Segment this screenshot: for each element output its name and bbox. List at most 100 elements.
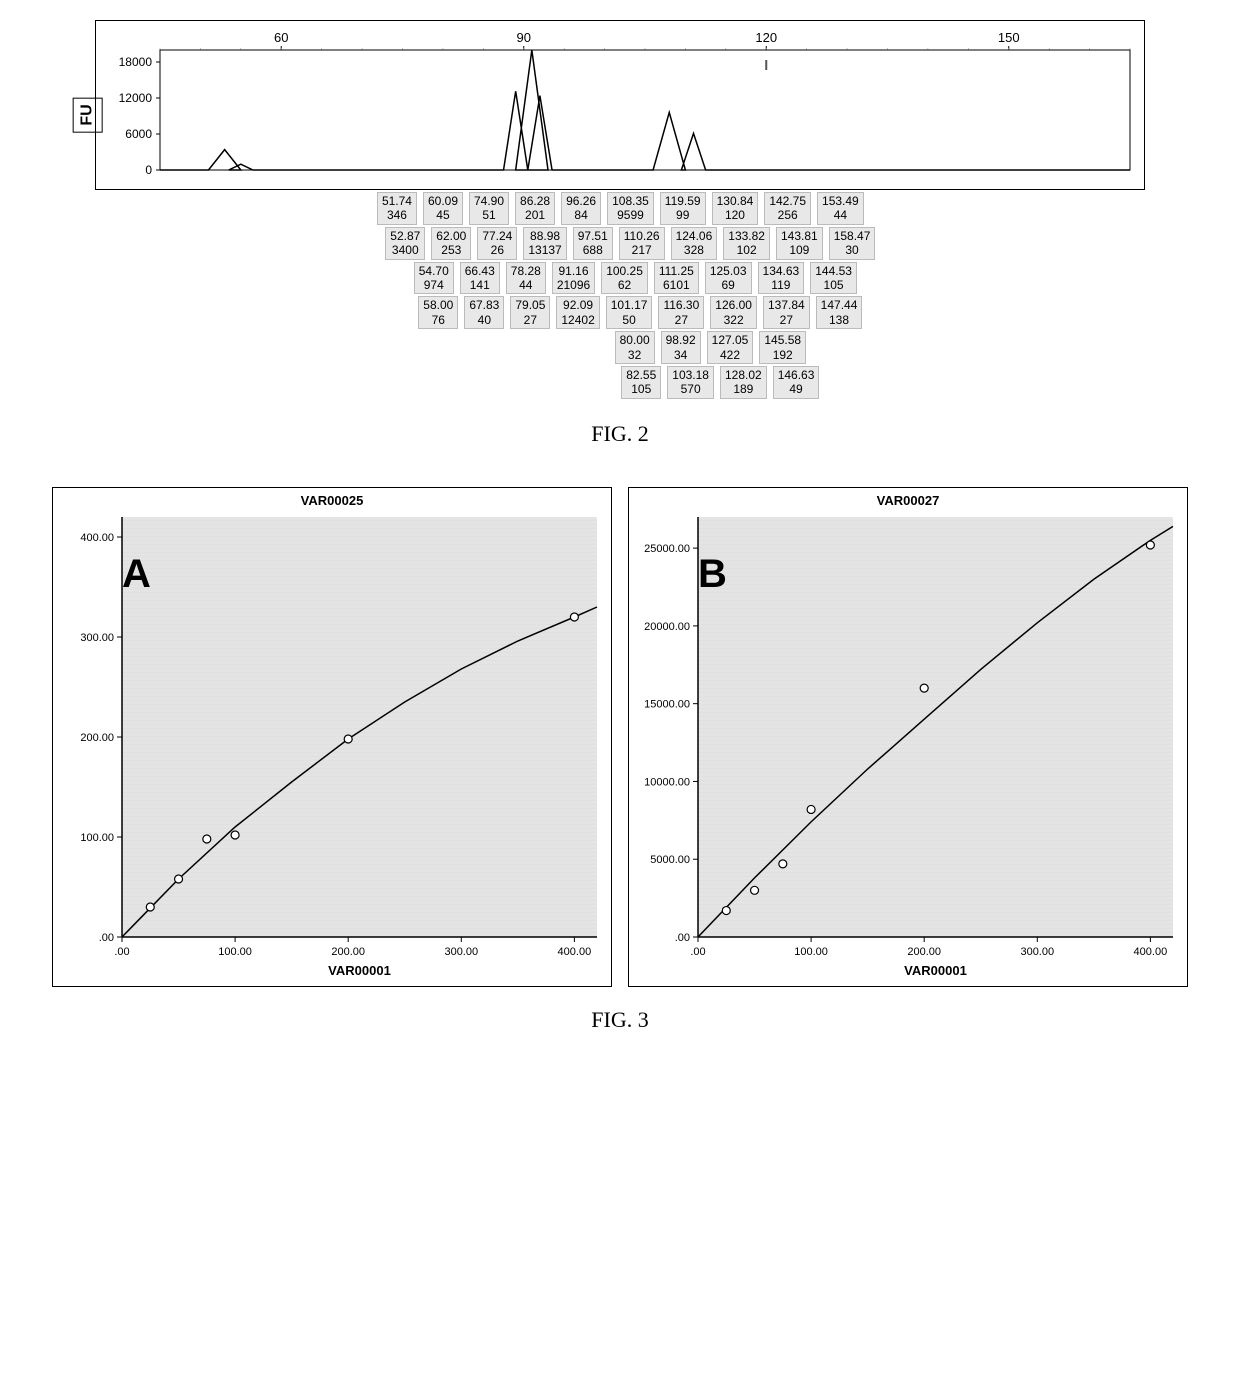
figure-2: FU 6090120150060001200018000 51.74 34660… — [20, 20, 1220, 447]
peak-label: 158.47 30 — [829, 227, 876, 260]
peak-label: 100.25 62 — [601, 262, 648, 295]
peak-label: 82.55 105 — [621, 366, 661, 399]
svg-text:60: 60 — [274, 30, 288, 45]
svg-text:300.00: 300.00 — [1020, 946, 1054, 958]
svg-text:VAR00027: VAR00027 — [877, 493, 940, 508]
svg-text:200.00: 200.00 — [907, 946, 941, 958]
peak-label: 153.49 44 — [817, 192, 864, 225]
peak-label-row: 54.70 97466.43 14178.28 4491.16 21096100… — [95, 262, 1145, 295]
electropherogram-svg: 60 90 120 150 0 6000 12000 18000 — [100, 25, 1140, 185]
scatter-panel-a: VAR00025 .00 100.00 200.00 300.00 400.00 .00 10… — [52, 487, 612, 987]
peak-label: 58.00 76 — [418, 296, 458, 329]
electropherogram-box: 60 90 120 150 0 6000 12000 18000 — [95, 20, 1145, 190]
fig2-right: 60 90 120 150 0 6000 12000 18000 51.74 34660.09… — [95, 20, 1145, 401]
svg-text:150: 150 — [998, 30, 1020, 45]
peak-label: 146.63 49 — [773, 366, 820, 399]
peak-label: 79.05 27 — [510, 296, 550, 329]
svg-text:400.00: 400.00 — [1134, 946, 1168, 958]
peak-label: 91.16 21096 — [552, 262, 595, 295]
peak-label: 125.03 69 — [705, 262, 752, 295]
svg-text:300.00: 300.00 — [444, 946, 478, 958]
peak-label: 80.00 32 — [615, 331, 655, 364]
fig3-panels: VAR00025 .00 100.00 200.00 300.00 400.00 .00 10… — [50, 487, 1190, 987]
peak-label: 88.98 13137 — [523, 227, 566, 260]
peak-label: 86.28 201 — [515, 192, 555, 225]
peak-label: 145.58 192 — [759, 331, 806, 364]
peak-label: 144.53 105 — [810, 262, 857, 295]
svg-text:.00: .00 — [114, 946, 129, 958]
peak-label: 52.87 3400 — [385, 227, 425, 260]
peak-label: 101.17 50 — [606, 296, 653, 329]
peak-label: 127.05 422 — [707, 331, 754, 364]
svg-text:100.00: 100.00 — [794, 946, 828, 958]
svg-text:25000.00: 25000.00 — [644, 543, 690, 555]
svg-text:100.00: 100.00 — [218, 946, 252, 958]
svg-text:120: 120 — [756, 30, 778, 45]
fig2-caption: FIG. 2 — [20, 421, 1220, 447]
peak-label: 133.82 102 — [723, 227, 770, 260]
svg-text:.00: .00 — [675, 932, 690, 944]
svg-text:100.00: 100.00 — [80, 832, 114, 844]
peak-label: 134.63 119 — [758, 262, 805, 295]
svg-text:400.00: 400.00 — [558, 946, 592, 958]
peak-label-row: 52.87 340062.00 25377.24 2688.98 1313797… — [95, 227, 1145, 260]
svg-text:VAR00001: VAR00001 — [904, 963, 967, 978]
peak-label-row: 51.74 34660.09 4574.90 5186.28 20196.26 … — [95, 192, 1145, 225]
peak-label: 78.28 44 — [506, 262, 546, 295]
panel-letter: B — [698, 552, 727, 597]
svg-text:10000.00: 10000.00 — [644, 776, 690, 788]
peak-label: 77.24 26 — [477, 227, 517, 260]
svg-text:VAR00001: VAR00001 — [328, 963, 391, 978]
peak-label: 74.90 51 — [469, 192, 509, 225]
svg-text:400.00: 400.00 — [80, 532, 114, 544]
svg-text:6000: 6000 — [126, 127, 153, 141]
svg-text:0: 0 — [146, 163, 153, 177]
peak-label: 119.59 99 — [660, 192, 706, 225]
svg-text:12000: 12000 — [119, 91, 153, 105]
peak-label: 128.02 189 — [720, 366, 767, 399]
peak-label: 110.26 217 — [619, 227, 665, 260]
peak-label: 97.51 688 — [573, 227, 613, 260]
svg-text:200.00: 200.00 — [331, 946, 365, 958]
fig2-row: FU 6090120150060001200018000 51.74 34660… — [70, 20, 1170, 401]
panel-letter: A — [122, 552, 151, 597]
peak-label: 143.81 109 — [776, 227, 823, 260]
scatter-panel-b: VAR00027 .00 100.00 200.00 300.00 400.00 .00 50… — [628, 487, 1188, 987]
peak-label: 124.06 328 — [671, 227, 718, 260]
peak-label: 142.75 256 — [764, 192, 811, 225]
peak-label: 67.83 40 — [464, 296, 504, 329]
fig3-caption: FIG. 3 — [20, 1007, 1220, 1033]
peak-label: 130.84 120 — [712, 192, 759, 225]
peak-label: 103.18 570 — [667, 366, 714, 399]
peak-label: 126.00 322 — [710, 296, 757, 329]
svg-text:300.00: 300.00 — [80, 632, 114, 644]
svg-text:20000.00: 20000.00 — [644, 621, 690, 633]
peak-label-row: 80.00 3298.92 34127.05 422145.58 192 — [95, 331, 1145, 364]
peak-label: 60.09 45 — [423, 192, 463, 225]
peak-label-row: 82.55 105103.18 570128.02 189146.63 49 — [95, 366, 1145, 399]
peak-label: 98.92 34 — [661, 331, 701, 364]
svg-text:200.00: 200.00 — [80, 732, 114, 744]
peak-label: 51.74 346 — [377, 192, 417, 225]
peak-label: 62.00 253 — [431, 227, 471, 260]
peak-label: 66.43 141 — [460, 262, 500, 295]
peak-label: 92.09 12402 — [556, 296, 599, 329]
peak-label: 137.84 27 — [763, 296, 810, 329]
peak-label: 54.70 974 — [414, 262, 454, 295]
peak-label: 116.30 27 — [658, 296, 704, 329]
fig2-ylabel: FU — [73, 97, 103, 132]
peak-label: 111.25 6101 — [654, 262, 699, 295]
peak-label: 147.44 138 — [816, 296, 863, 329]
svg-text:90: 90 — [517, 30, 531, 45]
svg-text:VAR00025: VAR00025 — [301, 493, 364, 508]
svg-text:.00: .00 — [99, 932, 114, 944]
svg-text:18000: 18000 — [119, 55, 153, 69]
svg-text:.00: .00 — [690, 946, 705, 958]
svg-text:15000.00: 15000.00 — [644, 698, 690, 710]
peak-label: 96.26 84 — [561, 192, 601, 225]
figure-3: VAR00025 .00 100.00 200.00 300.00 400.00 .00 10… — [20, 487, 1220, 1033]
peak-labels-grid: 51.74 34660.09 4574.90 5186.28 20196.26 … — [95, 192, 1145, 399]
peak-label: 108.35 9599 — [607, 192, 654, 225]
svg-text:5000.00: 5000.00 — [650, 854, 690, 866]
peak-label-row: 58.00 7667.83 4079.05 2792.09 12402101.1… — [95, 296, 1145, 329]
